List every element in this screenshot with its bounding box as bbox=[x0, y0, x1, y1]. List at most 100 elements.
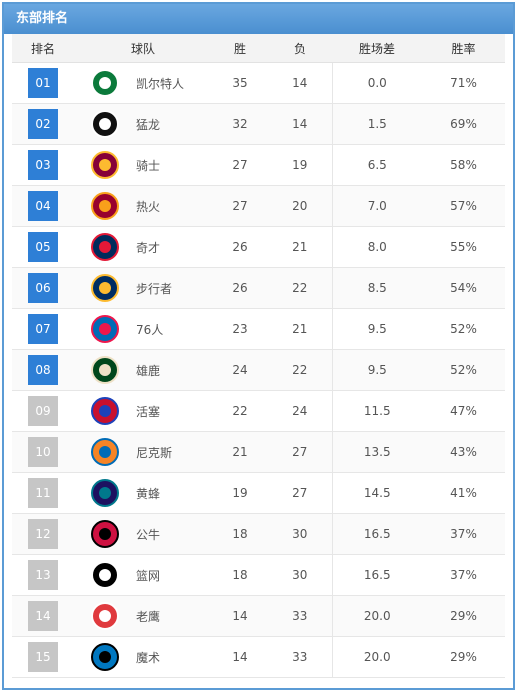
logo-cell bbox=[74, 308, 136, 350]
logo-cell bbox=[74, 513, 136, 555]
losses-cell: 33 bbox=[268, 636, 333, 678]
table-row[interactable]: 05 奇才 26 21 8.0 55% bbox=[12, 226, 506, 268]
header-team[interactable]: 球队 bbox=[74, 34, 213, 63]
wins-cell: 32 bbox=[212, 103, 269, 145]
hawks-team-logo-icon[interactable] bbox=[91, 602, 119, 630]
team-name[interactable]: 猛龙 bbox=[136, 103, 213, 145]
games-behind-cell: 9.5 bbox=[331, 349, 423, 391]
team-name[interactable]: 热火 bbox=[136, 185, 213, 227]
header-losses[interactable]: 负 bbox=[268, 34, 333, 63]
wins-cell: 26 bbox=[212, 267, 269, 309]
team-name[interactable]: 公牛 bbox=[136, 513, 213, 555]
header-games-behind[interactable]: 胜场差 bbox=[332, 34, 423, 63]
losses-cell: 14 bbox=[268, 62, 333, 104]
team-name[interactable]: 凯尔特人 bbox=[136, 62, 213, 104]
wins-cell: 23 bbox=[212, 308, 269, 350]
rank-cell: 12 bbox=[12, 513, 74, 555]
table-row[interactable]: 02 猛龙 32 14 1.5 69% bbox=[12, 103, 506, 145]
win-pct-cell: 29% bbox=[422, 636, 506, 678]
table-row[interactable]: 01 凯尔特人 35 14 0.0 71% bbox=[12, 62, 506, 104]
table-row[interactable]: 13 篮网 18 30 16.5 37% bbox=[12, 554, 506, 596]
heat-team-logo-icon[interactable] bbox=[91, 192, 119, 220]
standings-table: 排名 球队 胜 负 胜场差 胜率 01 凯尔特人 35 14 0.0 71% 02 猛龙 32 1… bbox=[12, 34, 506, 678]
win-pct-cell: 47% bbox=[422, 390, 506, 432]
header-wins[interactable]: 胜 bbox=[212, 34, 269, 63]
win-pct-cell: 41% bbox=[422, 472, 506, 514]
nets-team-logo-icon[interactable] bbox=[91, 561, 119, 589]
pacers-team-logo-icon[interactable] bbox=[91, 274, 119, 302]
rank-cell: 14 bbox=[12, 595, 74, 637]
table-row[interactable]: 04 热火 27 20 7.0 57% bbox=[12, 185, 506, 227]
raptors-team-logo-icon[interactable] bbox=[91, 110, 119, 138]
rank-cell: 09 bbox=[12, 390, 74, 432]
rank-cell: 01 bbox=[12, 62, 74, 104]
team-name[interactable]: 76人 bbox=[136, 308, 213, 350]
76ers-team-logo-icon[interactable] bbox=[91, 315, 119, 343]
games-behind-cell: 8.0 bbox=[331, 226, 423, 268]
games-behind-cell: 9.5 bbox=[331, 308, 423, 350]
celtics-team-logo-icon[interactable] bbox=[91, 69, 119, 97]
team-name[interactable]: 尼克斯 bbox=[136, 431, 213, 473]
table-row[interactable]: 03 骑士 27 19 6.5 58% bbox=[12, 144, 506, 186]
losses-cell: 27 bbox=[268, 472, 333, 514]
header-rank[interactable]: 排名 bbox=[12, 34, 74, 63]
rank-cell: 04 bbox=[12, 185, 74, 227]
win-pct-cell: 37% bbox=[422, 554, 506, 596]
team-name[interactable]: 步行者 bbox=[136, 267, 213, 309]
wins-cell: 18 bbox=[212, 554, 269, 596]
losses-cell: 19 bbox=[268, 144, 333, 186]
losses-cell: 22 bbox=[268, 349, 333, 391]
table-row[interactable]: 14 老鹰 14 33 20.0 29% bbox=[12, 595, 506, 637]
games-behind-cell: 1.5 bbox=[331, 103, 423, 145]
table-row[interactable]: 06 步行者 26 22 8.5 54% bbox=[12, 267, 506, 309]
rank-cell: 10 bbox=[12, 431, 74, 473]
wins-cell: 18 bbox=[212, 513, 269, 555]
team-name[interactable]: 黄蜂 bbox=[136, 472, 213, 514]
rank-cell: 13 bbox=[12, 554, 74, 596]
cavaliers-team-logo-icon[interactable] bbox=[91, 151, 119, 179]
team-name[interactable]: 篮网 bbox=[136, 554, 213, 596]
bucks-team-logo-icon[interactable] bbox=[91, 356, 119, 384]
wins-cell: 22 bbox=[212, 390, 269, 432]
team-name[interactable]: 雄鹿 bbox=[136, 349, 213, 391]
games-behind-cell: 0.0 bbox=[331, 62, 423, 104]
magic-team-logo-icon[interactable] bbox=[91, 643, 119, 671]
losses-cell: 21 bbox=[268, 226, 333, 268]
losses-cell: 30 bbox=[268, 554, 333, 596]
table-row[interactable]: 09 活塞 22 24 11.5 47% bbox=[12, 390, 506, 432]
losses-cell: 14 bbox=[268, 103, 333, 145]
table-row[interactable]: 10 尼克斯 21 27 13.5 43% bbox=[12, 431, 506, 473]
table-row[interactable]: 08 雄鹿 24 22 9.5 52% bbox=[12, 349, 506, 391]
bulls-team-logo-icon[interactable] bbox=[91, 520, 119, 548]
rank-badge: 07 bbox=[28, 314, 58, 344]
rank-badge: 12 bbox=[28, 519, 58, 549]
table-row[interactable]: 11 黄蜂 19 27 14.5 41% bbox=[12, 472, 506, 514]
wins-cell: 26 bbox=[212, 226, 269, 268]
header-win-pct[interactable]: 胜率 bbox=[422, 34, 506, 63]
win-pct-cell: 55% bbox=[422, 226, 506, 268]
team-name[interactable]: 活塞 bbox=[136, 390, 213, 432]
losses-cell: 27 bbox=[268, 431, 333, 473]
team-name[interactable]: 老鹰 bbox=[136, 595, 213, 637]
wizards-team-logo-icon[interactable] bbox=[91, 233, 119, 261]
table-row[interactable]: 12 公牛 18 30 16.5 37% bbox=[12, 513, 506, 555]
losses-cell: 22 bbox=[268, 267, 333, 309]
table-row[interactable]: 15 魔术 14 33 20.0 29% bbox=[12, 636, 506, 678]
table-row[interactable]: 07 76人 23 21 9.5 52% bbox=[12, 308, 506, 350]
pistons-team-logo-icon[interactable] bbox=[91, 397, 119, 425]
wins-cell: 27 bbox=[212, 144, 269, 186]
hornets-team-logo-icon[interactable] bbox=[91, 479, 119, 507]
rank-badge: 02 bbox=[28, 109, 58, 139]
games-behind-cell: 8.5 bbox=[331, 267, 423, 309]
wins-cell: 14 bbox=[212, 595, 269, 637]
team-name[interactable]: 骑士 bbox=[136, 144, 213, 186]
team-name[interactable]: 奇才 bbox=[136, 226, 213, 268]
losses-cell: 30 bbox=[268, 513, 333, 555]
win-pct-cell: 29% bbox=[422, 595, 506, 637]
losses-cell: 24 bbox=[268, 390, 333, 432]
knicks-team-logo-icon[interactable] bbox=[91, 438, 119, 466]
win-pct-cell: 69% bbox=[422, 103, 506, 145]
rank-cell: 07 bbox=[12, 308, 74, 350]
wins-cell: 24 bbox=[212, 349, 269, 391]
team-name[interactable]: 魔术 bbox=[136, 636, 213, 678]
